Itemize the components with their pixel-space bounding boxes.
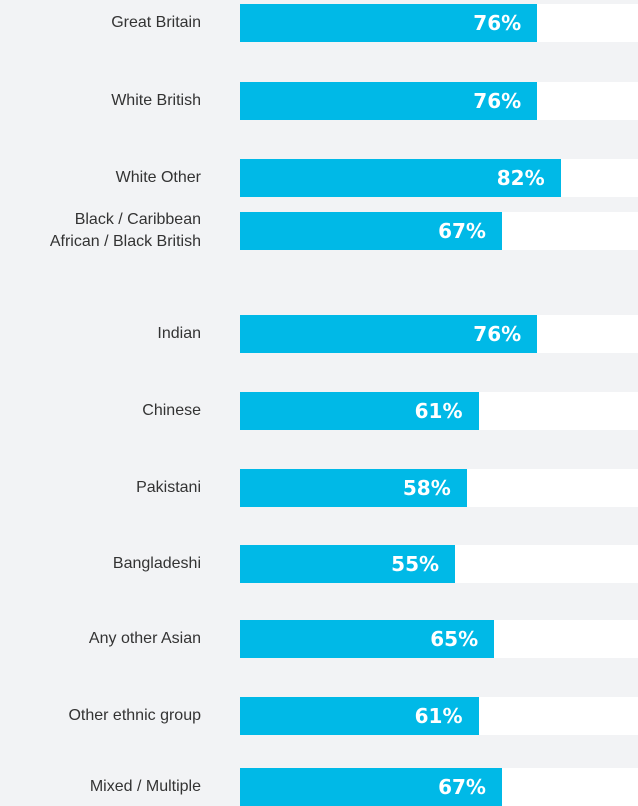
category-label: Bangladeshi bbox=[112, 555, 201, 572]
bar bbox=[240, 4, 538, 42]
category-label: Indian bbox=[157, 325, 201, 342]
bar bbox=[240, 315, 538, 353]
category-label: Any other Asian bbox=[88, 630, 201, 647]
category-label: Other ethnic group bbox=[68, 707, 201, 724]
value-label: 76% bbox=[473, 89, 522, 113]
value-label: 76% bbox=[473, 322, 522, 346]
bar bbox=[240, 212, 502, 250]
bar bbox=[240, 697, 479, 735]
category-label: Mixed / Multiple bbox=[89, 778, 201, 795]
value-label: 67% bbox=[438, 219, 486, 243]
category-label: Chinese bbox=[142, 402, 201, 419]
category-label: Pakistani bbox=[136, 479, 201, 496]
value-label: 82% bbox=[496, 166, 545, 190]
value-label: 61% bbox=[414, 704, 463, 728]
value-label: 67% bbox=[438, 775, 486, 799]
category-label: Black / Caribbean African / Black Britis… bbox=[49, 211, 201, 250]
bar bbox=[240, 545, 456, 583]
value-label: 61% bbox=[414, 399, 463, 423]
value-label: 65% bbox=[430, 627, 479, 651]
bar bbox=[240, 392, 479, 430]
bar bbox=[240, 82, 538, 120]
category-label: White Other bbox=[115, 169, 201, 186]
value-label: 55% bbox=[391, 552, 440, 576]
bar bbox=[240, 159, 561, 197]
category-label: Great Britain bbox=[111, 14, 201, 31]
bar bbox=[240, 469, 467, 507]
value-label: 76% bbox=[473, 11, 522, 35]
bar bbox=[240, 768, 502, 806]
bar bbox=[240, 620, 495, 658]
category-label: White British bbox=[111, 92, 201, 109]
value-label: 58% bbox=[402, 476, 451, 500]
